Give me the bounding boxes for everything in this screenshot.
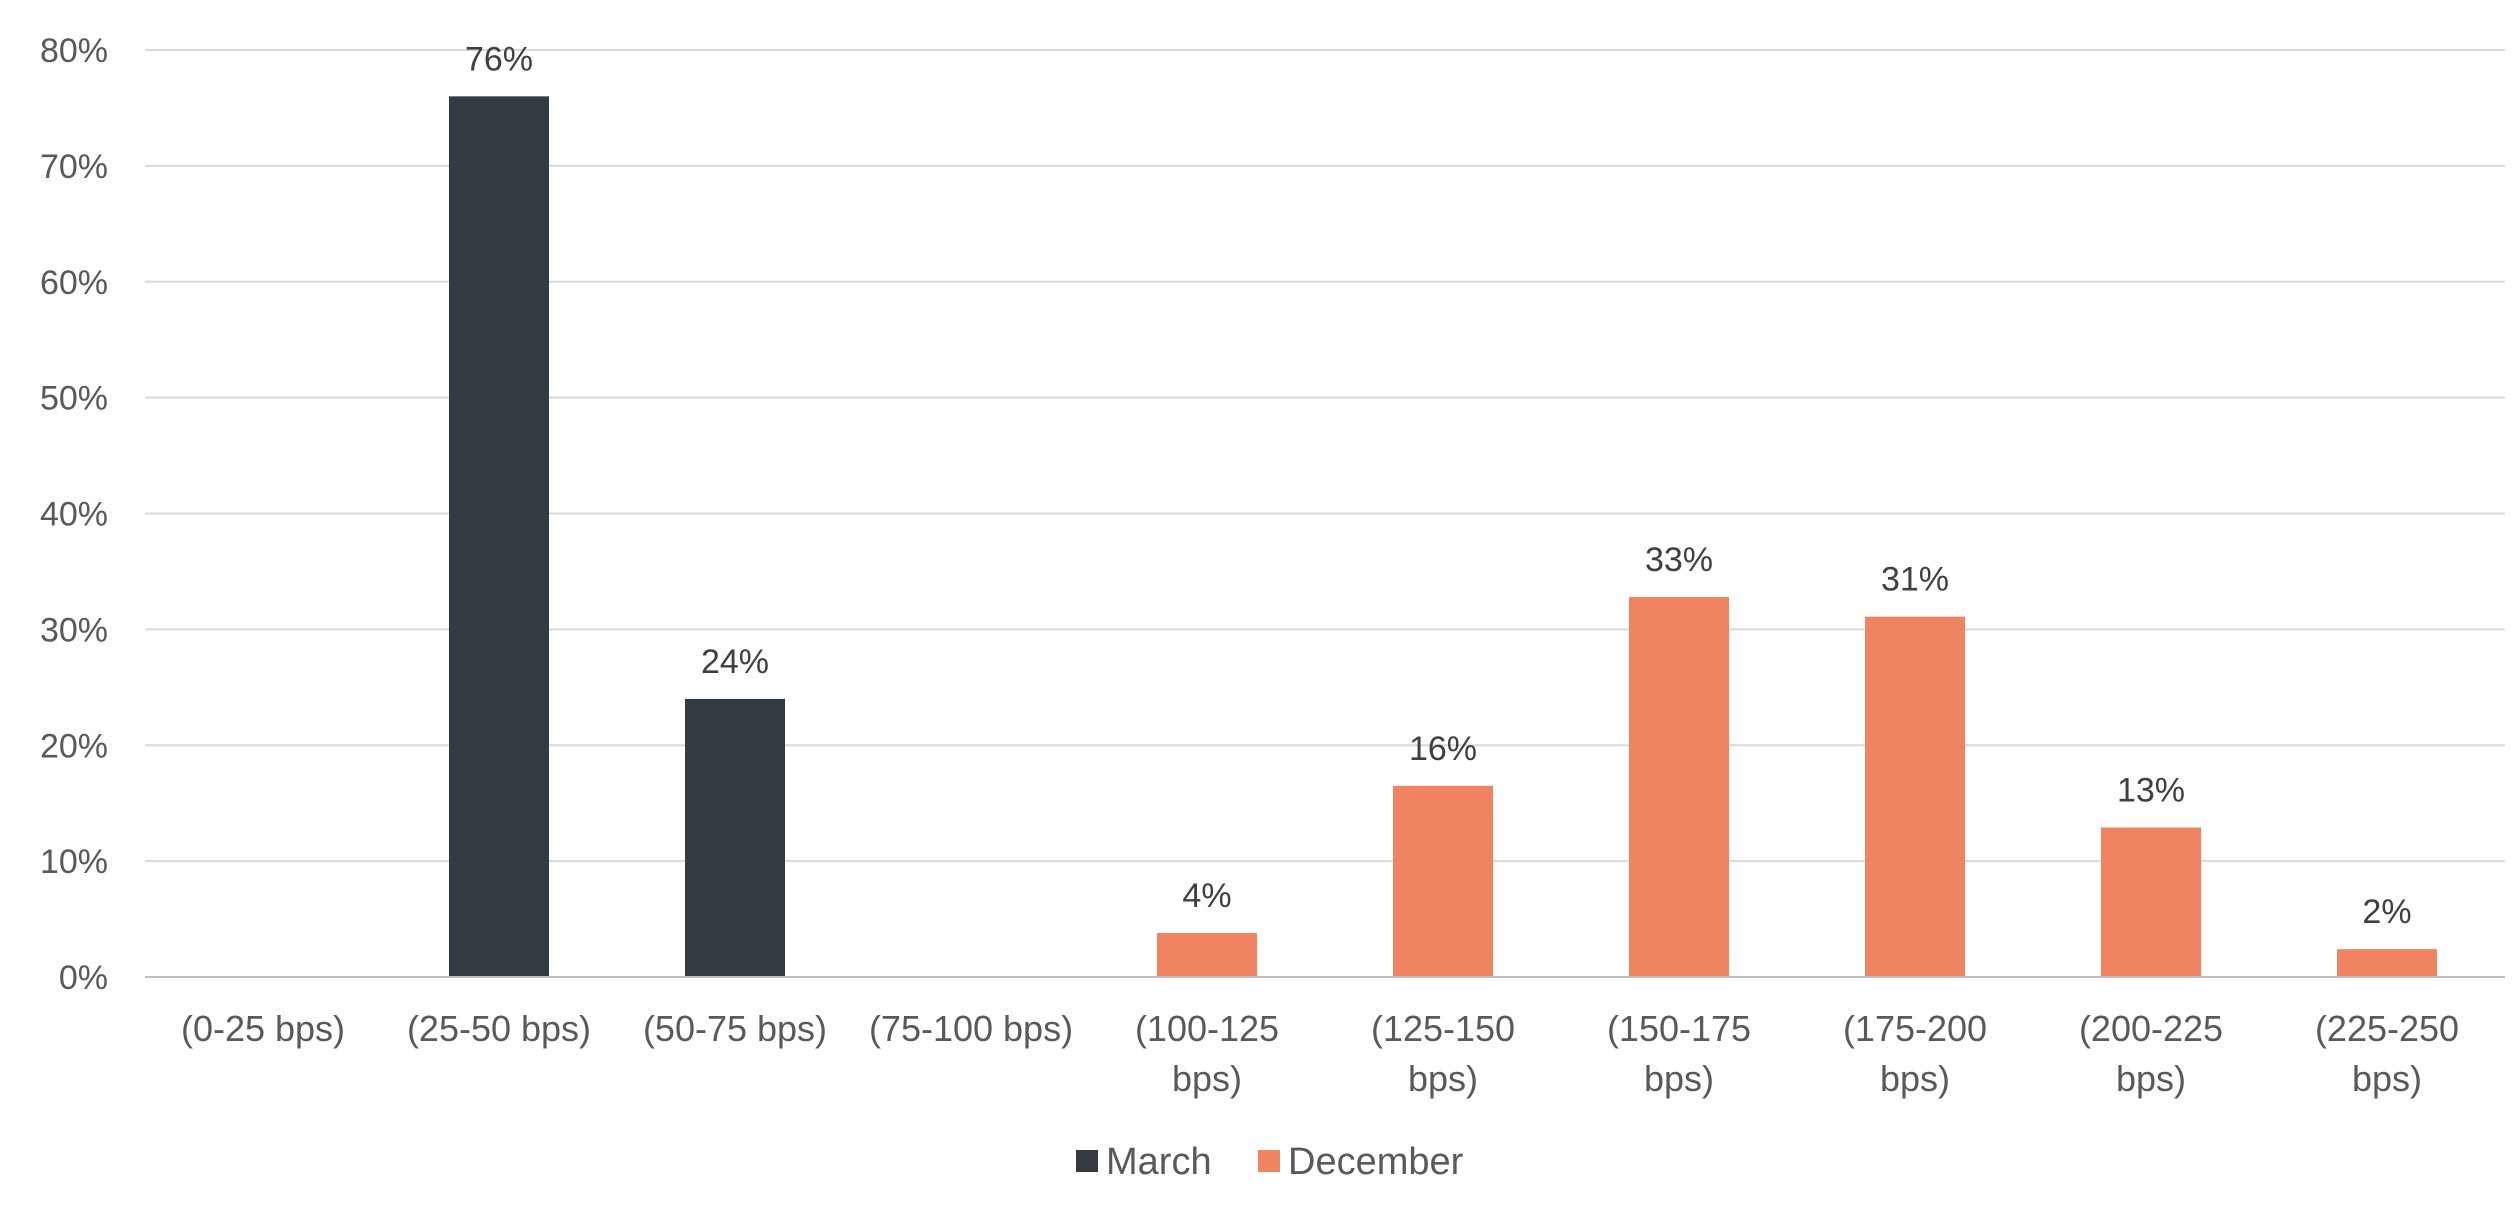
data-labels: 76% 24% 4% 16% 33% 31% 13% 2% <box>465 40 2412 931</box>
y-tick-label: 30% <box>40 611 108 649</box>
bar-december-5 <box>1393 785 1493 977</box>
x-axis-category-labels: (0-25 bps) (25-50 bps) (50-75 bps) (75-100 … <box>181 1008 2459 1099</box>
x-category-label: (25-50 bps) <box>407 1008 591 1049</box>
data-label: 76% <box>465 40 533 78</box>
legend-swatch-december <box>1258 1150 1280 1172</box>
bar-december-7 <box>1865 616 1965 977</box>
legend-swatch-march <box>1076 1150 1098 1172</box>
bar-december-4 <box>1157 932 1257 977</box>
x-category-label: (225-250 <box>2315 1008 2459 1049</box>
x-category-label: (50-75 bps) <box>643 1008 827 1049</box>
x-category-label: (0-25 bps) <box>181 1008 345 1049</box>
bars <box>449 96 2437 978</box>
y-tick-label: 20% <box>40 727 108 765</box>
x-category-label: (100-125 <box>1135 1008 1279 1049</box>
x-category-label: bps) <box>1644 1058 1714 1099</box>
bar-december-8 <box>2101 827 2201 977</box>
data-label: 4% <box>1182 877 1231 915</box>
bar-march-1 <box>449 96 549 978</box>
legend-label-december: December <box>1288 1141 1464 1183</box>
x-category-label: (125-150 <box>1371 1008 1515 1049</box>
x-category-label: (150-175 <box>1607 1008 1751 1049</box>
x-category-label: bps) <box>1880 1058 1950 1099</box>
x-category-label: bps) <box>1408 1058 1478 1099</box>
data-label: 33% <box>1645 541 1713 579</box>
y-axis-tick-labels: 0% 10% 20% 30% 40% 50% 60% 70% 80% <box>40 32 108 997</box>
legend-label-march: March <box>1106 1141 1212 1183</box>
data-label: 2% <box>2362 893 2411 931</box>
data-label: 24% <box>701 643 769 681</box>
data-label: 16% <box>1409 730 1477 768</box>
data-label: 31% <box>1881 561 1949 599</box>
x-category-label: (200-225 <box>2079 1008 2223 1049</box>
y-tick-label: 10% <box>40 843 108 881</box>
y-tick-label: 40% <box>40 496 108 534</box>
y-tick-label: 0% <box>59 959 108 997</box>
x-category-label: (175-200 <box>1843 1008 1987 1049</box>
bar-december-6 <box>1629 596 1729 977</box>
bar-march-2 <box>685 698 785 977</box>
x-category-label: bps) <box>2116 1058 2186 1099</box>
y-tick-label: 50% <box>40 380 108 418</box>
y-tick-label: 60% <box>40 264 108 302</box>
x-category-label: bps) <box>1172 1058 1242 1099</box>
bar-december-9 <box>2337 949 2437 977</box>
y-tick-label: 80% <box>40 32 108 70</box>
legend: March December <box>1076 1141 1464 1183</box>
y-tick-label: 70% <box>40 148 108 186</box>
x-category-label: bps) <box>2352 1058 2422 1099</box>
data-label: 13% <box>2117 772 2185 810</box>
x-category-label: (75-100 bps) <box>869 1008 1073 1049</box>
